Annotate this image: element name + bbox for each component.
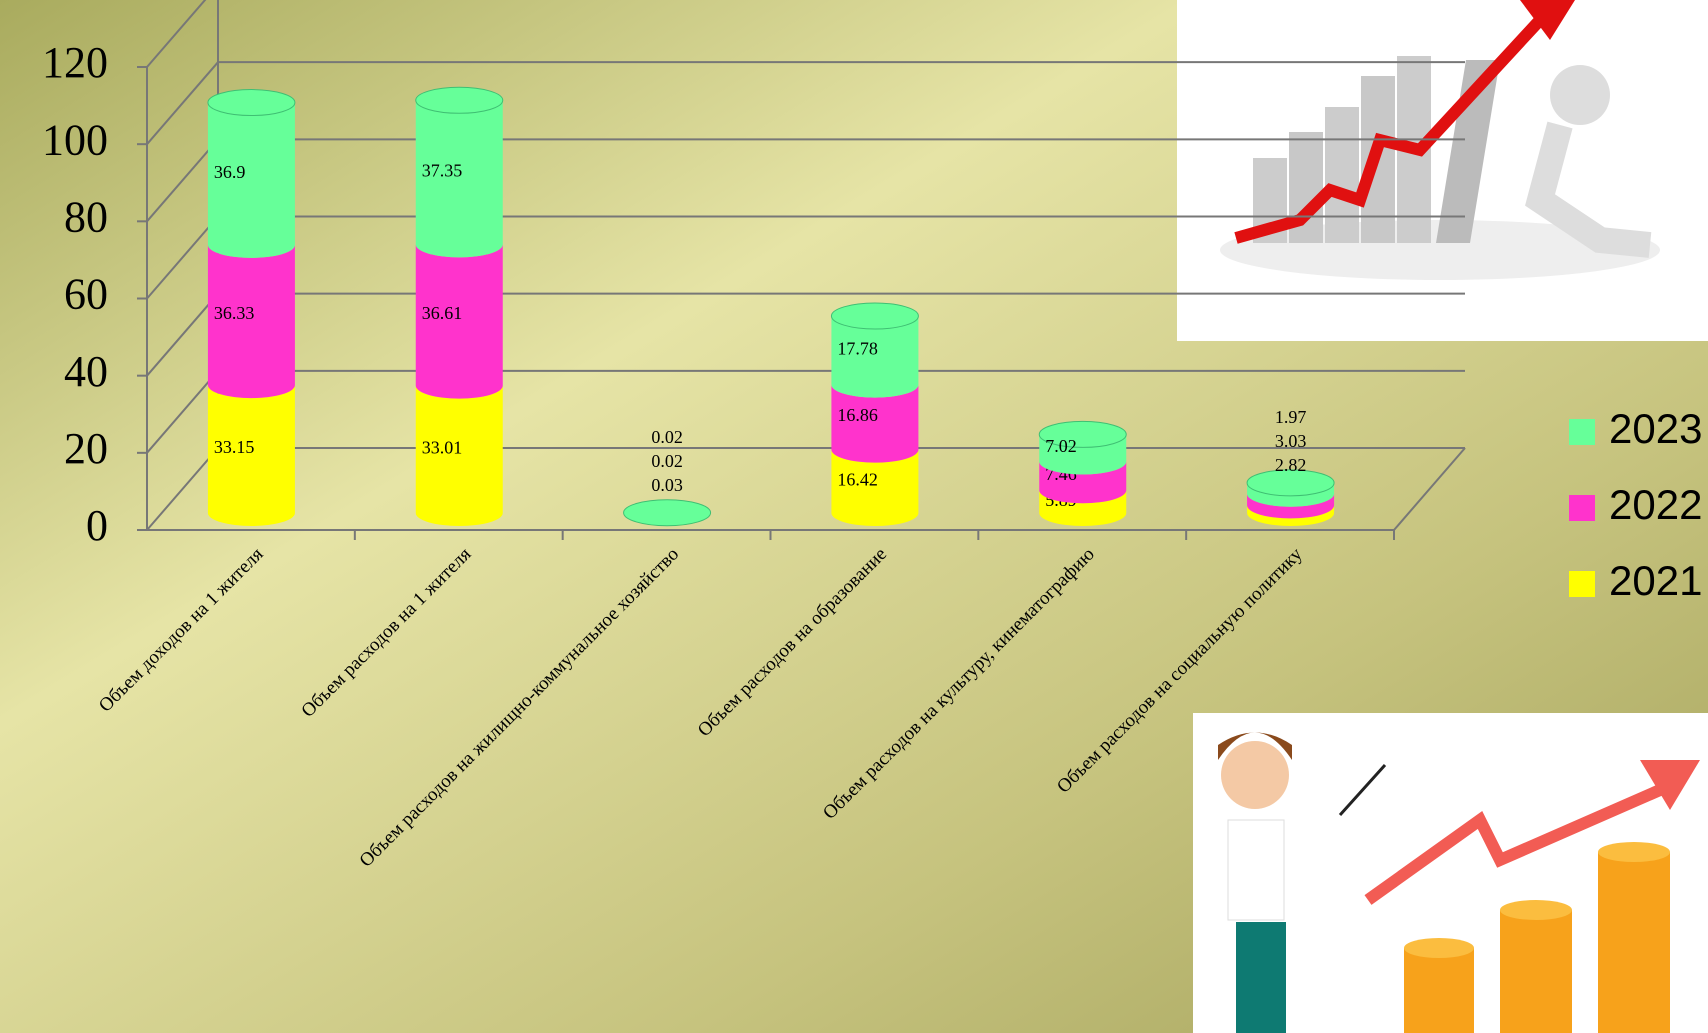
cylinder-top [1246,469,1335,497]
bar-segment [207,385,295,526]
data-label: 17.78 [837,338,878,358]
legend-swatch [1569,419,1595,445]
bar-segment [1247,505,1335,526]
illustration-bottom [1193,713,1708,1033]
bar-segment [415,100,503,258]
legend-label: 2023 [1609,405,1702,452]
illustration-top [1177,0,1708,341]
bar-segment [831,384,919,463]
data-label: 0.03 [651,475,683,495]
legend-label: 2022 [1609,481,1702,528]
y-tick-label: 100 [42,115,108,164]
cylinder-top [830,302,919,330]
legend: 2023 2022 2021 [1569,405,1702,604]
data-label: 16.86 [837,405,878,425]
y-tick-label: 120 [42,38,108,87]
y-tick-label: 20 [64,424,108,473]
y-tick-label: 40 [64,347,108,396]
bar-segment [207,244,295,399]
bar-segment [1039,434,1127,475]
data-label: 7.02 [1045,436,1077,456]
bars: 33.15 36.33 36.9 33.01 36.61 37.35 0.02 0.02 0.0… [207,86,1335,527]
bar-segment [831,449,919,526]
bar-segment [1039,461,1127,504]
bar-segment [415,244,503,399]
data-label: 16.42 [837,469,878,489]
data-label: 1.97 [1275,407,1307,427]
y-tick-label: 80 [64,192,108,241]
y-tick-label: 60 [64,270,108,319]
bar-segment [415,385,503,526]
data-label: 3.03 [1275,431,1307,451]
data-label: 36.9 [214,162,246,182]
data-label: 36.61 [422,303,463,323]
bar-segment [1247,493,1335,519]
legend-swatch [1569,495,1595,521]
bar-segment [207,102,295,258]
cylinder-top [623,499,712,527]
data-label: 0.02 [651,451,683,471]
bar-segment [1039,490,1127,526]
data-label: 36.33 [214,303,255,323]
grid-line [146,61,1465,145]
bar-segment [1247,482,1335,507]
cylinder-top [415,86,504,114]
data-label: 0.02 [651,427,683,447]
grid-line [146,0,207,68]
cylinder-top [1038,420,1127,448]
legend-swatch [1569,571,1595,597]
cylinder-top [207,89,296,117]
data-label: 2.82 [1275,455,1307,475]
y-tick-label: 0 [86,501,108,550]
data-label: 37.35 [422,160,463,180]
legend-label: 2021 [1609,557,1702,604]
data-label: 33.15 [214,437,255,457]
data-label: 33.01 [422,437,463,457]
bar-segment [831,315,919,398]
